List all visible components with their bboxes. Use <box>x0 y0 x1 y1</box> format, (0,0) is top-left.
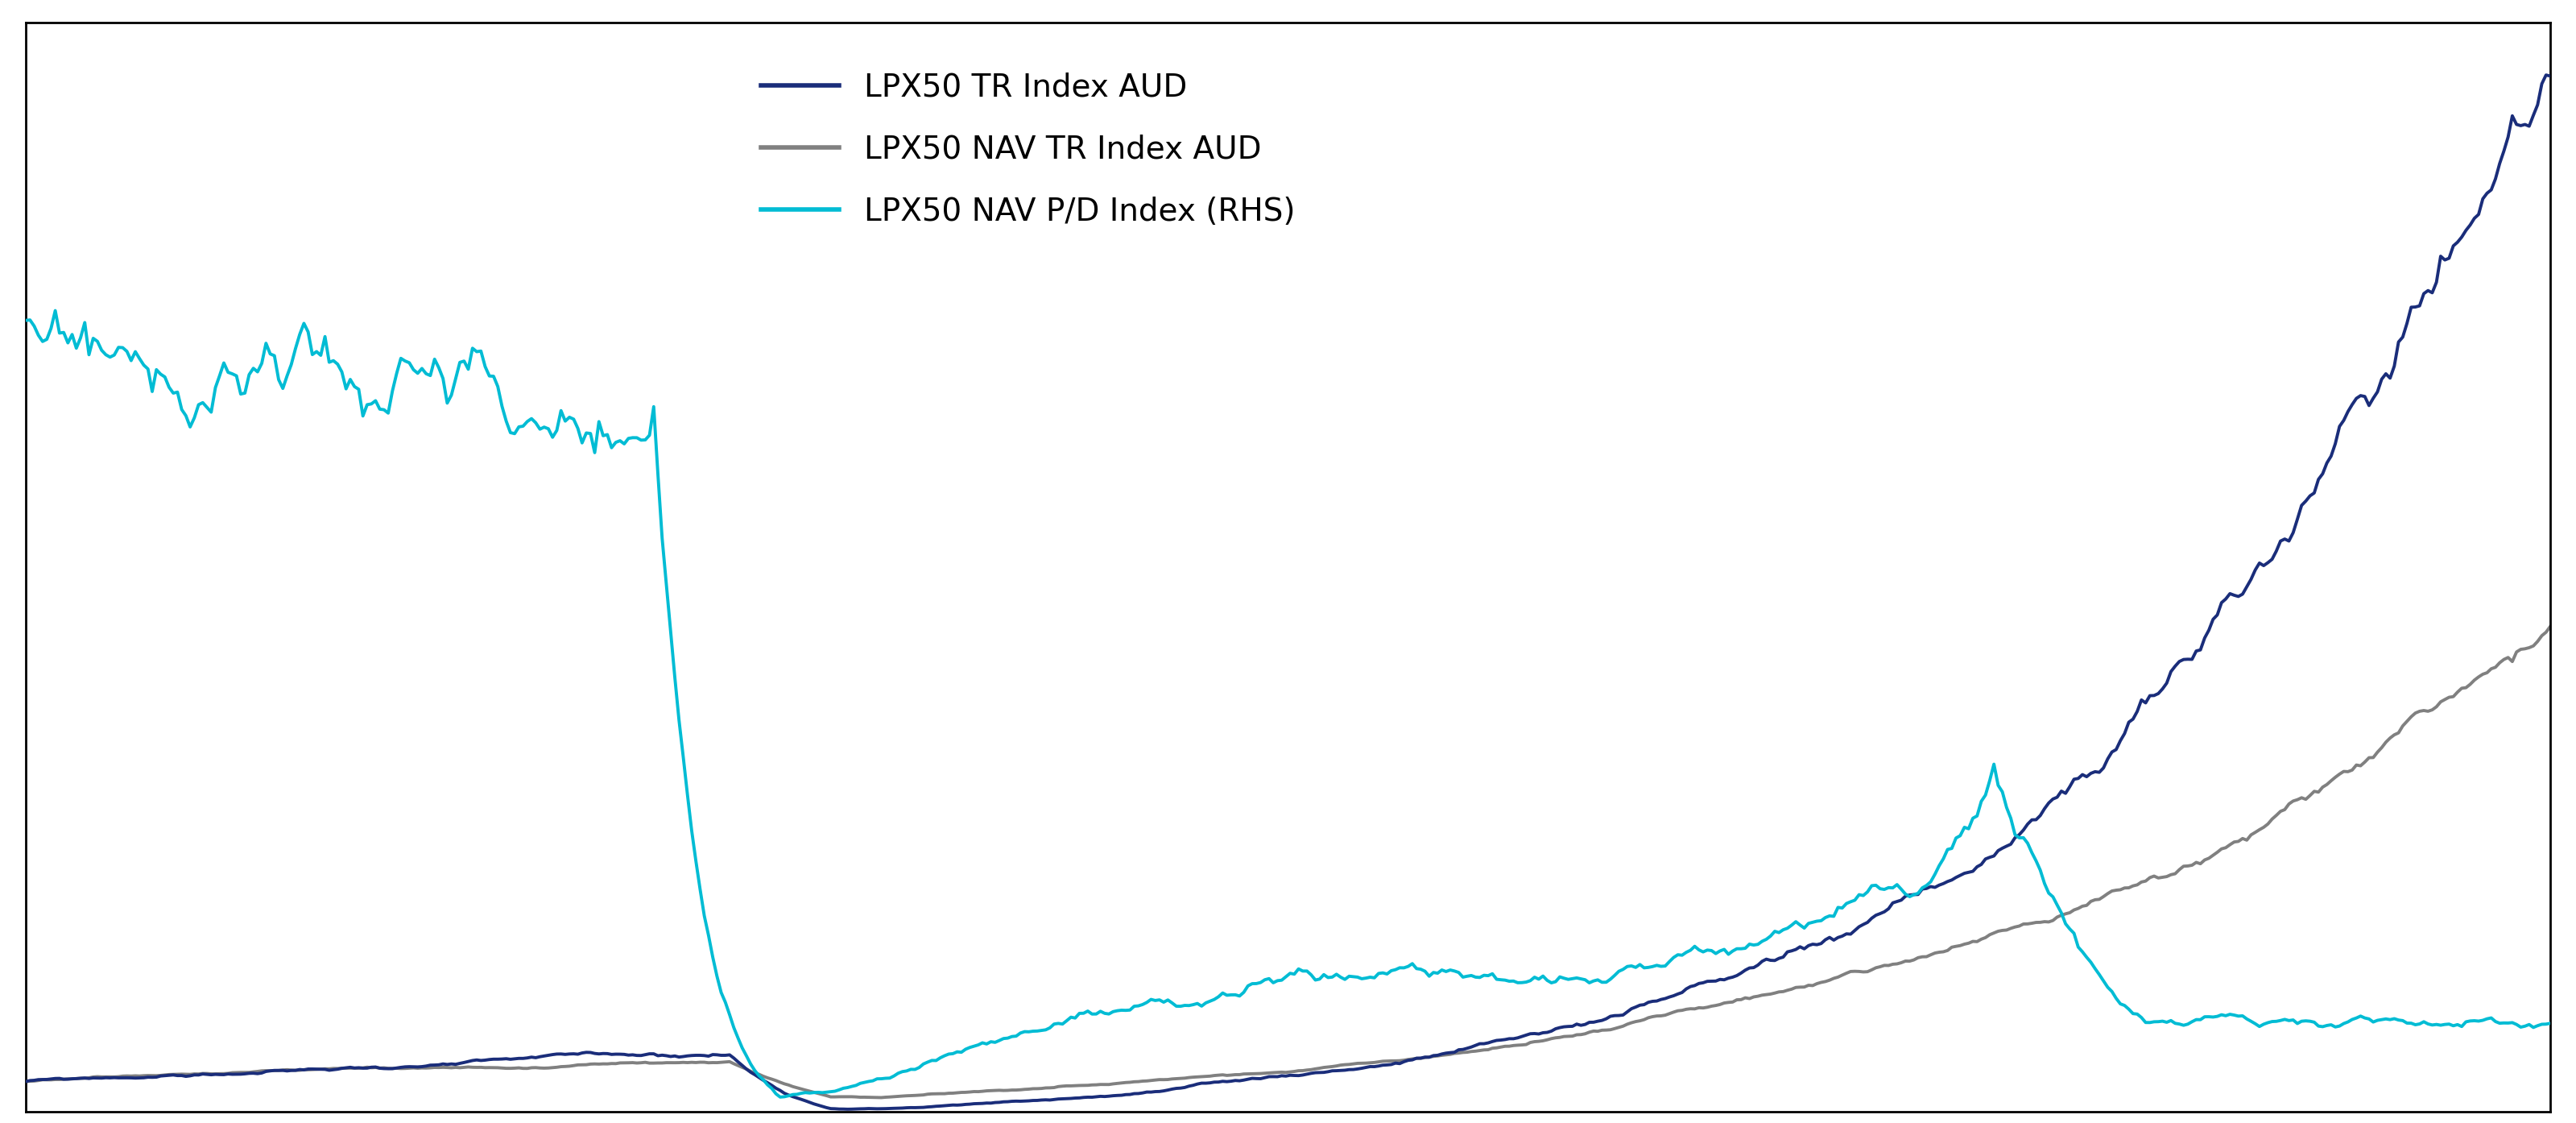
Legend: LPX50 TR Index AUD, LPX50 NAV TR Index AUD, LPX50 NAV P/D Index (RHS): LPX50 TR Index AUD, LPX50 NAV TR Index A… <box>747 60 1309 239</box>
